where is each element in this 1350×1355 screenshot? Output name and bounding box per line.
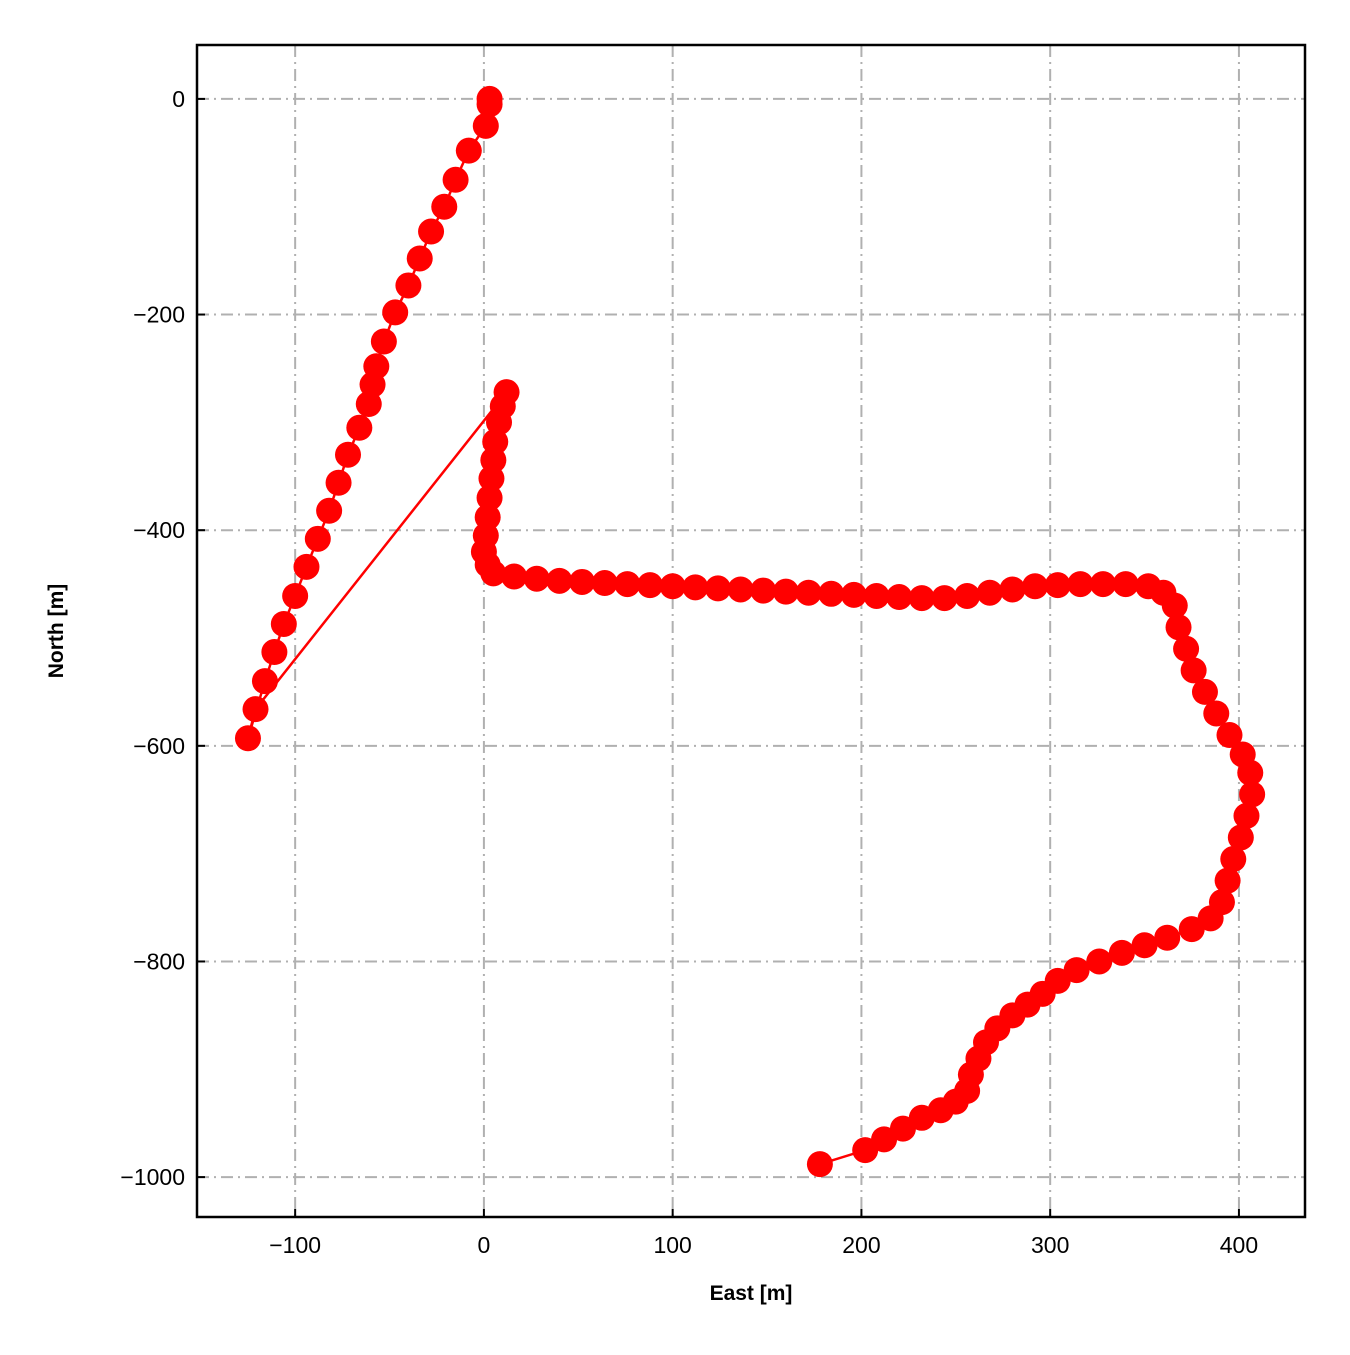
point (637, 572, 664, 599)
y-tick-label: −800 (133, 948, 185, 974)
point (1173, 635, 1200, 662)
point (1131, 932, 1158, 959)
point (1165, 614, 1192, 641)
y-tick-label: −1000 (120, 1164, 185, 1190)
point (501, 563, 528, 590)
point (293, 553, 320, 580)
x-axis-label: East [m] (710, 1282, 793, 1305)
point (863, 582, 890, 609)
point (1227, 824, 1254, 851)
point (455, 137, 482, 164)
y-tick-label: −600 (133, 733, 185, 759)
point (370, 328, 397, 355)
point (1154, 924, 1181, 951)
point (954, 582, 981, 609)
trajectory-line (246, 98, 1254, 1166)
point (591, 570, 618, 597)
point (234, 725, 261, 752)
point (325, 469, 352, 496)
x-tick-label: 200 (842, 1232, 880, 1258)
point (418, 218, 445, 245)
point (546, 567, 573, 594)
point (1112, 571, 1139, 598)
point (1086, 948, 1113, 975)
plot-frame (195, 43, 1307, 1219)
point (359, 371, 386, 398)
point (852, 1137, 879, 1164)
point (704, 575, 731, 602)
point (1203, 700, 1230, 727)
point (431, 193, 458, 220)
point (1178, 916, 1205, 943)
point (772, 578, 799, 605)
point (261, 639, 288, 666)
point (806, 1151, 833, 1178)
point (476, 484, 503, 511)
x-tick-label: 400 (1220, 1232, 1258, 1258)
point (270, 610, 297, 637)
point (382, 299, 409, 326)
point (818, 580, 845, 607)
point (750, 577, 777, 604)
point (795, 579, 822, 606)
y-axis-label: North [m] (45, 584, 68, 678)
point (840, 581, 867, 608)
x-tick-label: 300 (1031, 1232, 1069, 1258)
point (1161, 592, 1188, 619)
x-tick-label: 100 (653, 1232, 691, 1258)
point (682, 574, 709, 601)
point (931, 585, 958, 612)
point (282, 582, 309, 609)
point (908, 585, 935, 612)
point (886, 584, 913, 611)
point (476, 91, 503, 118)
point (480, 560, 507, 587)
point (523, 565, 550, 592)
point (304, 525, 331, 552)
point (486, 409, 513, 436)
point (1067, 571, 1094, 598)
point (1237, 759, 1264, 786)
y-tick-label: −200 (133, 302, 185, 328)
point (614, 571, 641, 598)
point (1220, 846, 1247, 873)
point (355, 391, 382, 418)
point (251, 668, 278, 695)
point (1044, 572, 1071, 599)
point (1214, 867, 1241, 894)
point (569, 568, 596, 595)
y-tick-label: −400 (133, 517, 185, 543)
point (406, 245, 433, 272)
point (999, 576, 1026, 603)
point (1108, 939, 1135, 966)
y-tick-label: 0 (172, 86, 185, 112)
point (976, 579, 1003, 606)
point (1180, 657, 1207, 684)
point (442, 166, 469, 193)
point (478, 465, 505, 492)
point (1022, 573, 1049, 600)
point (346, 414, 373, 441)
x-tick-label: −100 (269, 1232, 321, 1258)
x-tick-label: 0 (478, 1232, 491, 1258)
point (727, 576, 754, 603)
point (889, 1115, 916, 1142)
point (1216, 722, 1243, 749)
point (335, 441, 362, 468)
point (1090, 571, 1117, 598)
point (659, 573, 686, 600)
point (1197, 905, 1224, 932)
point (1191, 678, 1218, 705)
point (1233, 802, 1260, 829)
point (316, 497, 343, 524)
point (1063, 957, 1090, 984)
point (395, 272, 422, 299)
point (871, 1126, 898, 1153)
point (1239, 781, 1266, 808)
point (472, 112, 499, 139)
point (908, 1104, 935, 1131)
point (242, 696, 269, 723)
